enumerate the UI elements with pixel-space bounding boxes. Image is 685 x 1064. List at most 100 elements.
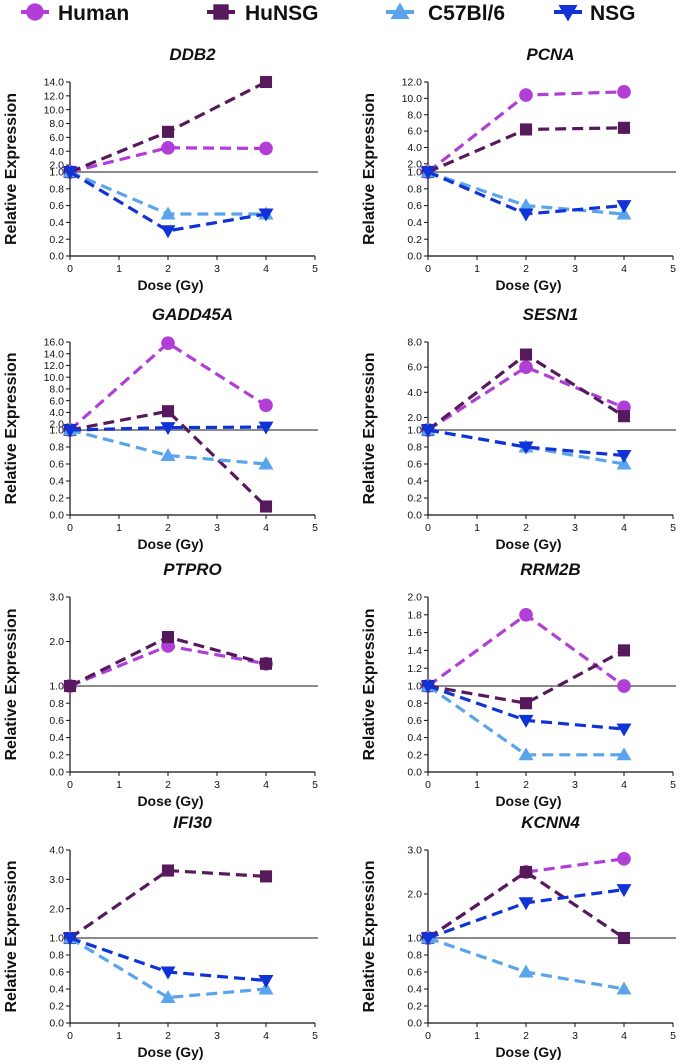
x-tick-label: 0	[67, 263, 73, 275]
data-point	[420, 932, 436, 946]
x-tick-label: 4	[621, 779, 627, 791]
data-point	[519, 360, 533, 374]
x-tick-label: 0	[67, 522, 73, 534]
x-tick-label: 2	[165, 263, 171, 275]
y-tick-label: 0.4	[49, 217, 64, 229]
y-tick-label: 1.0	[49, 425, 64, 437]
y-tick-label: 12.0	[44, 360, 65, 372]
data-point	[616, 456, 632, 470]
y-tick-label: 2.0	[49, 903, 64, 915]
x-tick-label: 2	[523, 779, 529, 791]
x-tick-label: 1	[474, 263, 480, 275]
data-point	[518, 198, 534, 212]
y-tick-label: 1.0	[407, 933, 422, 945]
y-tick-label: 0.8	[407, 183, 422, 195]
y-tick-label: 3.0	[407, 845, 422, 857]
x-tick-label: 5	[312, 1030, 318, 1042]
y-tick-label: 6.0	[407, 362, 422, 374]
y-tick-label: 0.2	[407, 234, 422, 246]
y-tick-label: 0.4	[49, 476, 64, 488]
data-point	[616, 981, 632, 995]
y-tick-label: 3.0	[49, 874, 64, 886]
y-tick-label: 0.6	[407, 715, 422, 727]
x-tick-label: 4	[263, 779, 269, 791]
legend-marker-c57bl-6	[390, 2, 410, 20]
series-hunsg	[63, 864, 273, 945]
series-human	[63, 639, 273, 693]
y-tick-label: 8.0	[49, 384, 64, 396]
data-point	[518, 897, 534, 911]
y-tick-label: 1.0	[49, 681, 64, 693]
y-tick-label: 0.8	[407, 698, 422, 710]
series-line	[427, 648, 625, 705]
data-point	[258, 456, 274, 470]
series-human	[63, 336, 273, 437]
x-tick-label: 4	[621, 263, 627, 275]
legend-item-nsg: NSG	[554, 2, 636, 25]
x-tick-label: 5	[670, 779, 676, 791]
chart-title: PTPRO	[163, 560, 222, 579]
y-tick-label: 0.4	[49, 984, 64, 996]
y-tick-label: 2.0	[407, 592, 422, 604]
y-tick-label: 4.0	[407, 142, 422, 154]
y-tick-label: 0.6	[49, 200, 64, 212]
data-point	[259, 657, 273, 670]
data-point	[160, 422, 176, 436]
series-line	[69, 170, 267, 233]
chart-pcna: PCNA Relative Expression Dose (Gy) 0.0 0.2 0.…	[361, 45, 676, 293]
x-tick-label: 3	[572, 779, 578, 791]
y-tick-label: 10.0	[44, 104, 65, 116]
x-tick-label: 2	[523, 263, 529, 275]
data-point	[160, 966, 176, 980]
x-axis-label: Dose (Gy)	[495, 1044, 561, 1060]
x-tick-label: 1	[474, 1030, 480, 1042]
x-tick-label: 3	[572, 263, 578, 275]
x-tick-label: 0	[425, 1030, 431, 1042]
y-tick-label: 0.0	[49, 1018, 64, 1030]
y-tick-label: 0.4	[407, 984, 422, 996]
y-tick-label: 2.0	[407, 412, 422, 424]
x-tick-label: 4	[263, 263, 269, 275]
x-tick-label: 5	[670, 1030, 676, 1042]
data-point	[258, 975, 274, 988]
data-point	[616, 450, 632, 463]
series-hunsg	[421, 644, 631, 710]
data-point	[616, 884, 632, 898]
y-tick-label: 8.0	[49, 118, 64, 130]
y-tick-label: 12.0	[402, 77, 423, 89]
chart-rrm2b: RRM2B Relative Expression Dose (Gy) 0.0 0.2 0…	[361, 560, 676, 809]
series-hunsg	[63, 631, 273, 693]
y-tick-label: 4.0	[49, 845, 64, 857]
y-tick-label: 0.6	[49, 459, 64, 471]
chart-title: GADD45A	[152, 305, 233, 324]
legend-marker-nsg	[558, 5, 578, 22]
y-tick-label: 2.0	[49, 419, 64, 431]
series-hunsg	[421, 121, 631, 179]
data-point	[161, 631, 175, 644]
y-tick-label: 0.0	[407, 1018, 422, 1030]
x-tick-label: 3	[214, 263, 220, 275]
chart-title: SESN1	[523, 305, 579, 324]
series-hunsg	[63, 75, 273, 179]
y-tick-label: 4.0	[49, 146, 64, 158]
series-line	[69, 425, 267, 432]
x-axis-label: Dose (Gy)	[495, 793, 561, 809]
y-tick-label: 1.0	[49, 933, 64, 945]
legend-item-c57bl-6: C57Bl/6	[386, 2, 505, 25]
y-tick-label: 1.2	[407, 663, 422, 675]
series-line	[427, 936, 625, 991]
series-line	[69, 936, 267, 1000]
legend-label-nsg: NSG	[590, 2, 636, 25]
data-point	[518, 714, 534, 728]
series-nsg	[420, 424, 632, 463]
y-tick-label: 0.0	[49, 767, 64, 779]
data-point	[420, 166, 436, 180]
series-human	[421, 607, 631, 693]
data-point	[518, 964, 534, 978]
series-nsg	[420, 884, 632, 946]
y-tick-label: 0.8	[407, 442, 422, 454]
data-point	[259, 870, 273, 883]
legend-label-hunsg: HuNSG	[245, 2, 319, 25]
y-tick-label: 1.8	[407, 609, 422, 621]
x-tick-label: 3	[214, 522, 220, 534]
